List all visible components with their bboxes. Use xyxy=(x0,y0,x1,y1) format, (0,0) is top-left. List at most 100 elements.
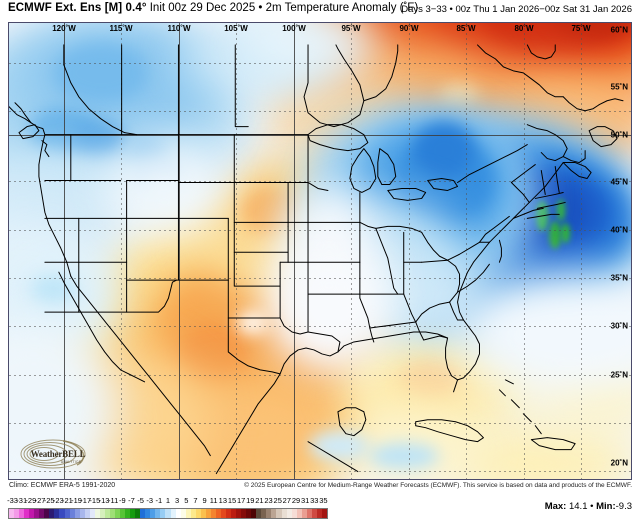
colorbar-tick: 5 xyxy=(184,496,189,505)
lon-label: 75˚W xyxy=(571,24,591,33)
colorbar-swatch xyxy=(44,509,50,518)
colorbar-swatch xyxy=(74,509,80,518)
colorbar-swatch xyxy=(205,509,211,518)
colorbar-tick: -3 xyxy=(146,496,154,505)
colorbar-swatch xyxy=(125,509,131,518)
colorbar-swatch xyxy=(104,509,110,518)
colorbar-swatch xyxy=(190,509,196,518)
colorbar-swatch xyxy=(170,509,176,518)
colorbar-tick: -9 xyxy=(118,496,126,505)
lat-label: 45˚N xyxy=(610,177,628,187)
colorbar-tick: -7 xyxy=(128,496,135,505)
colorbar-swatch xyxy=(89,509,95,518)
colorbar-swatch xyxy=(29,509,35,518)
colorbar-swatch xyxy=(271,509,277,518)
colorbar-swatch xyxy=(59,509,65,518)
colorbar-swatch xyxy=(200,509,206,518)
weatherbell-logo: WeatherBELL ANALYTICS xyxy=(20,439,86,469)
colorbar-swatch xyxy=(226,509,232,518)
colorbar-swatch xyxy=(266,509,272,518)
colorbar-swatch xyxy=(291,509,297,518)
figure-header: ECMWF Ext. Ens [M] 0.4° Init 00z 29 Dec … xyxy=(0,0,640,22)
colorbar-swatch xyxy=(180,509,186,518)
colorbar-tick: 31 xyxy=(300,496,310,505)
colorbar[interactable]: -33 -31 -29 -27 -25 -23 -21 -19 -17 -15 -13 -11 -9 -7… xyxy=(7,496,328,522)
colorbar-tick: 23 xyxy=(264,496,273,505)
minmax-separator: • xyxy=(590,501,594,512)
lon-label: 90˚W xyxy=(399,24,419,33)
colorbar-swatch xyxy=(145,509,151,518)
colorbar-tick: 11 xyxy=(209,496,218,505)
colorbar-swatch xyxy=(231,509,237,518)
colorbar-tick: 27 xyxy=(282,496,292,505)
map-panel[interactable]: 120˚W 115˚W 110˚W 105˚W 100˚W 95˚W 90˚W … xyxy=(8,22,632,480)
weatherbell-logo-text: WeatherBELL xyxy=(31,449,86,459)
lon-label: 85˚W xyxy=(456,24,476,33)
colorbar-tick: 3 xyxy=(175,496,180,505)
colorbar-gradient xyxy=(8,508,328,519)
colorbar-swatch xyxy=(150,509,156,518)
colorbar-swatch xyxy=(210,509,216,518)
colorbar-swatch xyxy=(215,509,221,518)
lon-label: 95˚W xyxy=(341,24,361,33)
colorbar-tick: -23 xyxy=(52,496,64,505)
lat-label: 35˚N xyxy=(610,273,628,283)
colorbar-swatch xyxy=(276,509,282,518)
colorbar-swatch xyxy=(130,509,136,518)
colorbar-tick: 17 xyxy=(236,496,246,505)
lon-label: 120˚W xyxy=(52,24,76,33)
lon-label: 100˚W xyxy=(282,24,306,33)
colorbar-swatch xyxy=(64,509,70,518)
colorbar-tick: -31 xyxy=(16,496,28,505)
lat-label: 40˚N xyxy=(610,225,628,235)
colorbar-tick: 21 xyxy=(255,496,264,505)
colorbar-swatch xyxy=(175,509,181,518)
svg-text:ANALYTICS: ANALYTICS xyxy=(61,460,81,464)
colorbar-swatch xyxy=(114,509,121,518)
colorbar-tick: 7 xyxy=(193,496,198,505)
lat-label: 60˚N xyxy=(610,25,628,35)
colorbar-swatch xyxy=(195,509,201,518)
colorbar-swatch xyxy=(24,509,30,518)
max-label: Max: xyxy=(544,501,567,512)
model-title: ECMWF Ext. Ens [M] 0.4° Init 00z 29 Dec … xyxy=(8,2,418,14)
colorbar-swatch xyxy=(39,509,45,518)
colorbar-swatch xyxy=(9,509,15,518)
colorbar-swatch xyxy=(286,509,292,518)
colorbar-swatch xyxy=(79,509,85,518)
lon-label: 110˚W xyxy=(167,24,191,33)
colorbar-swatch xyxy=(19,509,25,518)
colorbar-swatch xyxy=(69,509,75,518)
lon-label: 105˚W xyxy=(224,24,248,33)
colorbar-tick: 9 xyxy=(202,496,207,505)
colorbar-tick: -17 xyxy=(80,496,92,505)
colorbar-swatch xyxy=(241,509,247,518)
colorbar-tick: -5 xyxy=(137,496,144,505)
colorbar-swatch xyxy=(256,509,262,518)
colorbar-tick: -27 xyxy=(34,496,46,505)
lon-label: 115˚W xyxy=(109,24,133,33)
coastline-overlay xyxy=(9,44,624,475)
colorbar-swatch xyxy=(109,509,115,518)
colorbar-swatch xyxy=(185,509,191,518)
colorbar-swatch xyxy=(236,509,242,518)
colorbar-swatch xyxy=(296,509,302,518)
colorbar-swatch xyxy=(306,509,312,518)
colorbar-tick: 13 xyxy=(218,496,228,505)
colorbar-tick: 1 xyxy=(165,496,171,505)
model-init-field: Init 00z 29 Dec 2025 • 2m Temperature An… xyxy=(146,2,419,14)
colorbar-swatch xyxy=(120,509,126,518)
colorbar-tick: -21 xyxy=(62,496,73,505)
colorbar-swatch xyxy=(135,509,141,518)
colorbar-swatch xyxy=(220,509,227,518)
colorbar-swatch xyxy=(84,509,90,518)
colorbar-swatch xyxy=(261,509,267,518)
max-value: 14.1 xyxy=(568,501,588,512)
colorbar-tick: -13 xyxy=(98,496,110,505)
colorbar-swatch xyxy=(165,509,171,518)
min-max-readout: Max: 14.1 • Min:-9.3 xyxy=(545,501,632,512)
copyright-note: © 2025 European Centre for Medium-Range … xyxy=(244,482,632,489)
lat-label: 55˚N xyxy=(610,82,628,92)
colorbar-tick: -15 xyxy=(89,496,101,505)
